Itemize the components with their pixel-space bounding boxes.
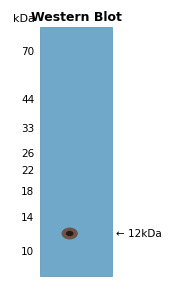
Text: 10: 10 (21, 247, 34, 257)
Text: Western Blot: Western Blot (31, 11, 121, 24)
Text: ← 12kDa: ← 12kDa (116, 229, 162, 238)
Text: kDa: kDa (12, 14, 34, 24)
Bar (40, 27, 112, 276)
Text: 22: 22 (21, 166, 34, 176)
Text: 18: 18 (21, 187, 34, 197)
Text: 14: 14 (21, 213, 34, 223)
Text: 26: 26 (21, 149, 34, 159)
Text: 33: 33 (21, 124, 34, 134)
Ellipse shape (62, 228, 78, 239)
Text: 70: 70 (21, 47, 34, 57)
Text: 44: 44 (21, 95, 34, 105)
Ellipse shape (66, 231, 73, 236)
